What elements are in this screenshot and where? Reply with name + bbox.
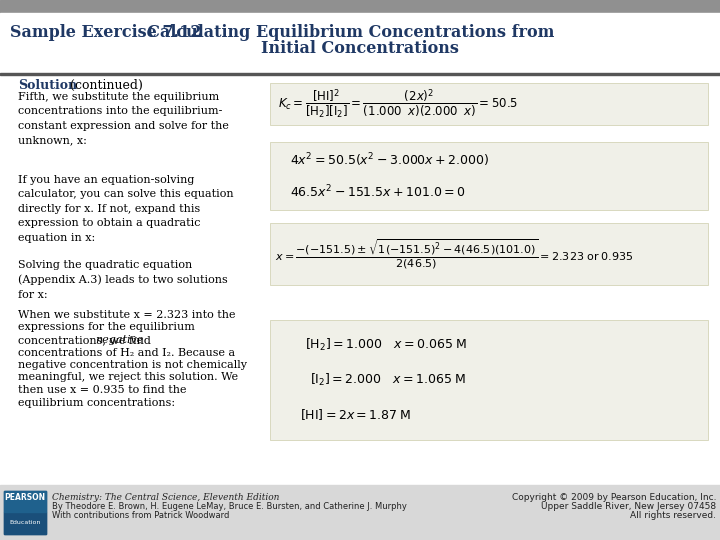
Bar [4,491,46,512]
Bar [4,491,46,534]
Text: $[\mathrm{I_2}] = 2.000\quad x = 1.065\;\mathrm{M}$: $[\mathrm{I_2}] = 2.000\quad x = 1.065\;… [310,372,467,388]
Bar [0,73,720,75]
FancyBboxPatch shape [270,142,708,210]
Text: Calculating Equilibrium Concentrations from: Calculating Equilibrium Concentrations f… [136,24,554,41]
Text: meaningful, we reject this solution. We: meaningful, we reject this solution. We [18,373,238,382]
Text: Sample Exercise 7.12: Sample Exercise 7.12 [10,24,202,41]
Bar [0,13,720,73]
Text: By Theodore E. Brown, H. Eugene LeMay, Bruce E. Bursten, and Catherine J. Murphy: By Theodore E. Brown, H. Eugene LeMay, B… [52,502,407,511]
Text: equilibrium concentrations:: equilibrium concentrations: [18,397,175,408]
Text: $[\mathrm{HI}] = 2x = 1.87\;\mathrm{M}$: $[\mathrm{HI}] = 2x = 1.87\;\mathrm{M}$ [300,408,411,422]
Text: expressions for the equilibrium: expressions for the equilibrium [18,322,195,333]
Text: $4x^2 = 50.5(x^2 - 3.000x + 2.000)$: $4x^2 = 50.5(x^2 - 3.000x + 2.000)$ [290,151,490,169]
Text: $46.5x^2 - 151.5x + 101.0 = 0$: $46.5x^2 - 151.5x + 101.0 = 0$ [290,184,466,200]
Text: Initial Concentrations: Initial Concentrations [261,40,459,57]
Text: Solving the quadratic equation
(Appendix A.3) leads to two solutions
for x:: Solving the quadratic equation (Appendix… [18,260,228,300]
Bar [0,0,720,13]
Text: Upper Saddle River, New Jersey 07458: Upper Saddle River, New Jersey 07458 [541,502,716,511]
Text: $K_c = \dfrac{[\mathrm{HI}]^2}{[\mathrm{H_2}][\mathrm{I_2}]} = \dfrac{(2x)^2}{(1: $K_c = \dfrac{[\mathrm{HI}]^2}{[\mathrm{… [278,87,518,121]
Text: negative concentration is not chemically: negative concentration is not chemically [18,360,247,370]
Bar [0,485,720,540]
Text: PEARSON: PEARSON [4,492,45,502]
Text: If you have an equation-solving
calculator, you can solve this equation
directly: If you have an equation-solving calculat… [18,175,233,242]
Text: Education: Education [9,521,41,525]
Text: (continued): (continued) [66,79,143,92]
Text: then use x = 0.935 to find the: then use x = 0.935 to find the [18,385,186,395]
Bar [4,512,46,534]
Text: When we substitute x = 2.323 into the: When we substitute x = 2.323 into the [18,310,235,320]
Text: concentrations, we find: concentrations, we find [18,335,154,345]
FancyBboxPatch shape [270,320,708,440]
Text: Solution: Solution [18,79,77,92]
Text: $[\mathrm{H_2}] = 1.000\quad x = 0.065\;\mathrm{M}$: $[\mathrm{H_2}] = 1.000\quad x = 0.065\;… [305,337,467,353]
Bar [0,75,720,485]
Text: negative: negative [95,335,143,345]
Text: Fifth, we substitute the equilibrium
concentrations into the equilibrium-
consta: Fifth, we substitute the equilibrium con… [18,92,229,145]
Text: Chemistry: The Central Science, Eleventh Edition: Chemistry: The Central Science, Eleventh… [52,493,279,502]
Text: concentrations of H₂ and I₂. Because a: concentrations of H₂ and I₂. Because a [18,348,235,357]
Text: Copyright © 2009 by Pearson Education, Inc.: Copyright © 2009 by Pearson Education, I… [511,493,716,502]
Text: All rights reserved.: All rights reserved. [630,511,716,520]
Text: With contributions from Patrick Woodward: With contributions from Patrick Woodward [52,511,230,520]
FancyBboxPatch shape [270,83,708,125]
Text: $x = \dfrac{-(-151.5) \pm \sqrt{1(-151.5)^2 - 4(46.5)(101.0)}}{2(46.5)} = 2.323\: $x = \dfrac{-(-151.5) \pm \sqrt{1(-151.5… [275,238,634,271]
FancyBboxPatch shape [270,223,708,285]
